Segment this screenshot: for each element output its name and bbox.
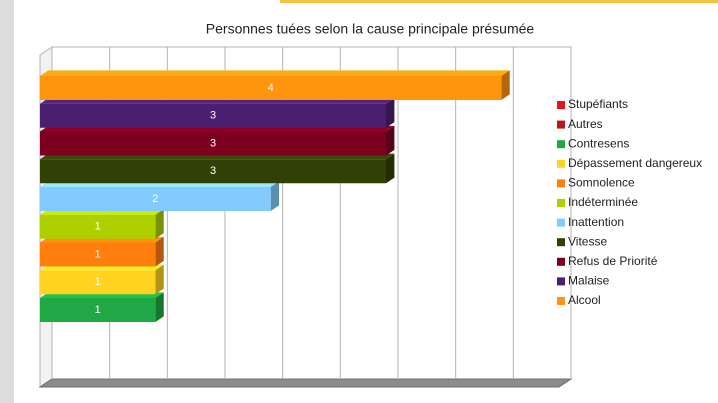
bar-front <box>40 131 386 156</box>
value-label: 3 <box>210 110 216 122</box>
bar-side <box>155 209 164 239</box>
bar-front <box>40 103 386 128</box>
legend-swatch <box>557 238 565 247</box>
bar <box>40 236 164 267</box>
legend-label: Indéterminée <box>568 195 638 209</box>
bar <box>40 292 164 322</box>
bar-side <box>386 125 395 156</box>
bar <box>40 98 395 128</box>
legend-swatch <box>557 218 565 227</box>
bar-side <box>155 236 164 267</box>
bar-front <box>40 214 156 239</box>
bar-side <box>270 181 280 211</box>
bar-front <box>40 242 156 267</box>
legend-swatch <box>557 101 565 109</box>
bar-front <box>40 187 271 211</box>
plot-area: 1 1 1 1 2 3 3 3 4 <box>38 46 573 388</box>
legend-swatch <box>557 159 565 168</box>
bar <box>40 70 510 100</box>
bar-side <box>155 292 164 322</box>
value-label: 2 <box>152 193 158 205</box>
legend-label: Malaise <box>568 274 610 288</box>
legend-label: Stupéfiants <box>568 97 628 111</box>
floor <box>38 378 573 388</box>
bar <box>40 181 280 211</box>
bar-side <box>155 264 164 295</box>
legend-label: Alcool <box>568 293 601 307</box>
value-label: 1 <box>95 221 101 233</box>
legend: Stupéfiants Autres Contresens Dépassement d… <box>557 97 702 307</box>
value-label: 1 <box>95 248 101 260</box>
legend-swatch <box>557 179 565 188</box>
legend-label: Dépassement dangereux <box>568 156 702 170</box>
value-label: 1 <box>95 304 101 316</box>
bar <box>40 209 164 239</box>
bar <box>40 153 395 184</box>
value-label: 3 <box>210 137 216 149</box>
top-strip <box>280 0 718 3</box>
legend-label: Refus de Priorité <box>568 254 658 268</box>
legend-swatch <box>557 257 565 266</box>
legend-label: Vitesse <box>568 234 607 248</box>
legend-label: Somnolence <box>568 176 635 190</box>
value-label: 1 <box>95 276 101 288</box>
bar <box>40 125 395 156</box>
legend-label: Contresens <box>568 136 629 150</box>
value-label: 3 <box>210 165 216 177</box>
bar-front <box>40 298 156 322</box>
legend-swatch <box>557 120 565 129</box>
bar-side <box>386 153 395 184</box>
legend-label: Inattention <box>568 215 624 229</box>
bar-front <box>40 159 386 184</box>
legend-swatch <box>557 297 565 305</box>
value-label: 4 <box>268 82 274 94</box>
side-strip <box>0 0 14 403</box>
bar-side <box>501 70 510 100</box>
chart-title: Personnes tuées selon la cause principal… <box>206 21 535 37</box>
legend-swatch <box>557 140 565 149</box>
legend-swatch <box>557 199 565 207</box>
bar-top <box>40 70 510 76</box>
bar-front <box>40 270 156 295</box>
bar-front <box>40 76 502 100</box>
bar <box>40 264 164 295</box>
bar-side <box>386 98 395 128</box>
legend-swatch <box>557 277 565 286</box>
legend-label: Autres <box>568 117 603 131</box>
